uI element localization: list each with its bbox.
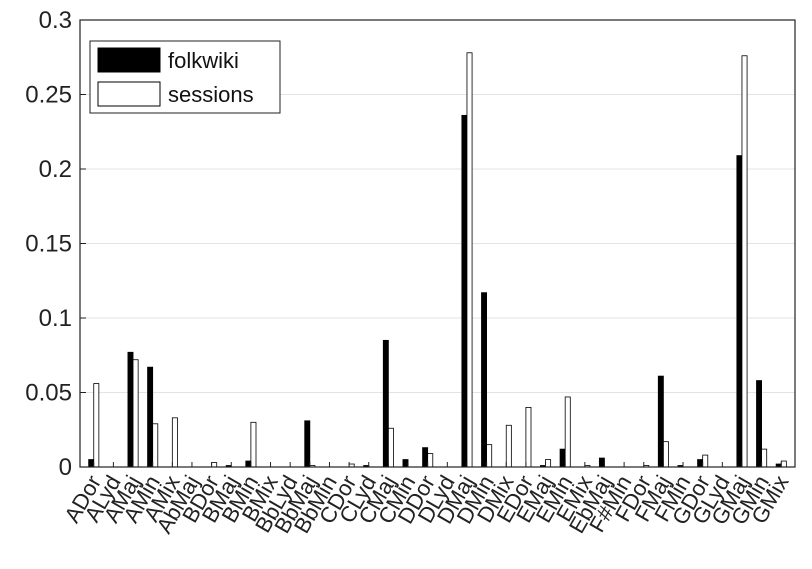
legend-swatch-sessions (97, 81, 161, 107)
bar-folkwiki-DMaj (461, 114, 468, 468)
y-tick-label: 0 (59, 454, 72, 481)
bar-folkwiki-ADor (88, 459, 95, 468)
bar-folkwiki-BMin (245, 460, 252, 468)
y-tick-label: 0.15 (25, 231, 72, 258)
bar-sessions-GMaj (741, 55, 748, 468)
bar-folkwiki-CMin (402, 459, 409, 468)
bar-folkwiki-FMaj (657, 375, 664, 468)
bar-sessions-EMaj (545, 459, 552, 468)
y-tick-label: 0.05 (25, 380, 72, 407)
bar-folkwiki-GDor (697, 459, 704, 468)
bar-sessions-CMaj (387, 427, 394, 468)
bar-sessions-DDor (427, 453, 434, 468)
bar-folkwiki-AMin (147, 366, 154, 468)
bar-sessions-AMaj (132, 359, 139, 468)
bar-folkwiki-CMaj (382, 339, 389, 468)
bar-sessions-BMin (250, 421, 257, 468)
bar-sessions-EMin (564, 396, 571, 468)
bar-folkwiki-DMin (481, 292, 488, 468)
y-tick-label: 0.25 (25, 82, 72, 109)
bar-sessions-ADor (93, 383, 100, 468)
bar-folkwiki-BbMaj (304, 420, 311, 468)
x-axis-ticks: ADorALydAMajAMinAMixAbMajBDorBMajBMinBMi… (59, 462, 794, 538)
bar-sessions-DMix (505, 424, 512, 468)
bar-sessions-FMaj (662, 441, 669, 468)
legend: folkwiki sessions (89, 40, 281, 114)
bar-sessions-GMin (761, 448, 768, 468)
y-tick-label: 0.3 (39, 7, 72, 34)
y-tick-label: 0.2 (39, 156, 72, 183)
legend-swatch-folkwiki (97, 47, 161, 73)
gridlines (80, 94, 795, 393)
bars (88, 52, 787, 468)
bar-folkwiki-EMin (559, 448, 566, 468)
bar-sessions-EDor (525, 406, 532, 468)
legend-label-folkwiki: folkwiki (168, 48, 239, 73)
bar-sessions-BDor (211, 462, 218, 468)
bar-sessions-GMix (780, 460, 787, 468)
bar-folkwiki-EbMaj (598, 457, 605, 468)
y-axis-ticks: 0 0.05 0.1 0.15 0.2 0.25 0.3 (25, 7, 86, 481)
bar-sessions-AMin (152, 423, 159, 468)
bar-sessions-DMin (486, 444, 493, 468)
y-tick-label: 0.1 (39, 305, 72, 332)
bar-folkwiki-GMin (756, 380, 763, 468)
bar-folkwiki-AMaj (127, 351, 134, 468)
bar-sessions-AMix (171, 417, 178, 468)
bar-sessions-GDor (702, 454, 709, 468)
bar-sessions-DMaj (466, 52, 473, 468)
bar-folkwiki-DDor (422, 447, 429, 468)
bar-folkwiki-GMaj (736, 155, 743, 468)
legend-label-sessions: sessions (168, 82, 254, 107)
